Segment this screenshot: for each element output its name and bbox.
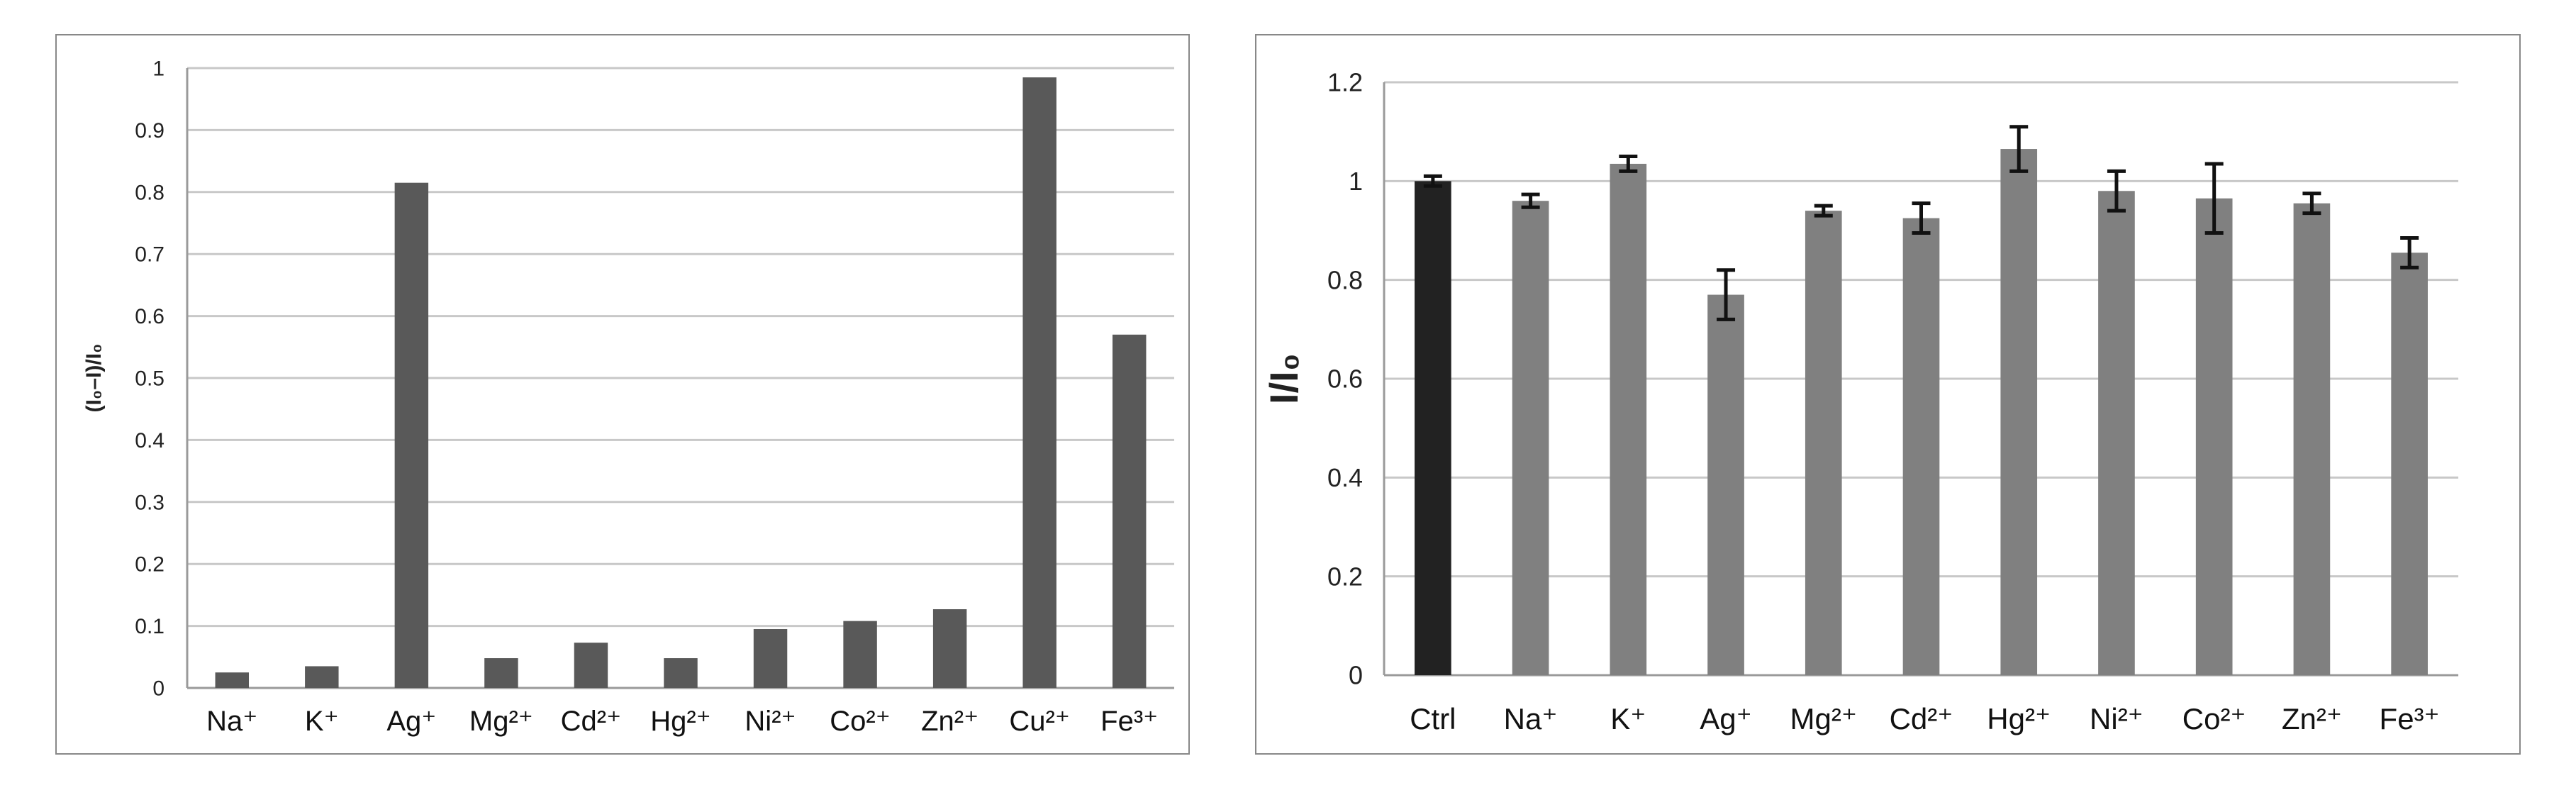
chart-panel-right: 0 0.2 0.4 0.6 0.8 1 1.2 I/I₀ Ctrl Na⁺ K⁺ Ag⁺ Mg²⁺ Cd²…	[1255, 34, 2521, 755]
bar	[574, 643, 608, 688]
y-tick-label: 0.8	[135, 181, 165, 204]
bar	[1707, 294, 1744, 676]
bar	[394, 182, 429, 688]
bar	[932, 609, 967, 688]
chart-left: 0 0.1 0.2 0.3 0.4 0.5 0.6 0.7 0.8 0.9 1 (I₀–I)/I₀ Na…	[82, 57, 1174, 737]
y-tick-label: 1.2	[1327, 68, 1363, 97]
y-tick-label: 0.7	[135, 243, 165, 267]
chart-panel-left: 0 0.1 0.2 0.3 0.4 0.5 0.6 0.7 0.8 0.9 1 (I₀–I)/I₀ Na…	[55, 34, 1190, 755]
x-category-label: Na⁺	[206, 706, 257, 737]
y-tick-label: 0.6	[1327, 365, 1363, 394]
y-tick-label: 0.2	[135, 553, 165, 577]
y-tick-label: 0.5	[135, 367, 165, 391]
x-category-label: Hg²⁺	[1987, 702, 2051, 735]
bar	[1512, 201, 1549, 675]
bar	[2391, 252, 2428, 676]
x-category-label: Co²⁺	[830, 706, 891, 737]
x-category-label: K⁺	[1610, 702, 1646, 735]
x-category-label: Cd²⁺	[561, 706, 622, 737]
x-category-label: Ctrl	[1410, 702, 1456, 735]
x-category-label: Ag⁺	[1700, 702, 1752, 735]
y-axis-label: I/I₀	[1261, 353, 1306, 404]
x-category-label: Na⁺	[1504, 702, 1558, 735]
x-category-label: K⁺	[305, 706, 339, 737]
y-tick-label: 0.1	[135, 615, 165, 638]
bar	[753, 628, 788, 688]
bar	[484, 658, 518, 688]
bar	[2195, 198, 2233, 675]
bar	[1805, 211, 1842, 676]
bar	[1902, 218, 1940, 675]
y-tick-label: 1	[1349, 167, 1363, 196]
x-category-label: Co²⁺	[2182, 702, 2246, 735]
x-category-label: Zn²⁺	[2282, 702, 2342, 735]
bar	[2293, 203, 2331, 675]
y-tick-label: 0.3	[135, 491, 165, 514]
chart-right: 0 0.2 0.4 0.6 0.8 1 1.2 I/I₀ Ctrl Na⁺ K⁺ Ag⁺ Mg²⁺ Cd²…	[1261, 68, 2458, 735]
bar	[2000, 149, 2038, 676]
y-tick-label: 0.6	[135, 305, 165, 328]
x-category-label: Ni²⁺	[745, 706, 796, 737]
bar	[664, 658, 698, 688]
y-tick-label: 0.8	[1327, 265, 1363, 294]
x-category-label: Ni²⁺	[2090, 702, 2143, 735]
y-tick-label: 0	[1349, 661, 1363, 690]
bar	[1022, 77, 1056, 689]
bar	[215, 672, 249, 688]
y-tick-label: 0.4	[135, 429, 165, 452]
bar	[2098, 191, 2135, 675]
y-tick-label: 0	[152, 677, 165, 701]
y-tick-label: 1	[152, 57, 165, 81]
x-category-label: Fe³⁺	[1100, 706, 1158, 737]
y-tick-label: 0.4	[1327, 463, 1363, 492]
x-category-label: Ag⁺	[386, 706, 436, 737]
x-category-label: Hg²⁺	[650, 706, 711, 737]
x-category-label: Mg²⁺	[1790, 702, 1858, 735]
x-category-label: Cd²⁺	[1890, 702, 1953, 735]
y-axis-label: (I₀–I)/I₀	[82, 343, 106, 412]
bar	[305, 666, 339, 688]
x-category-label: Zn²⁺	[921, 706, 978, 737]
y-tick-label: 0.9	[135, 119, 165, 143]
x-category-label: Cu²⁺	[1009, 706, 1070, 737]
bar	[1610, 163, 1647, 675]
y-tick-label: 0.2	[1327, 562, 1363, 591]
x-category-label: Fe³⁺	[2380, 702, 2440, 735]
bar	[1113, 334, 1147, 688]
x-category-label: Mg²⁺	[469, 706, 533, 737]
bar	[843, 621, 877, 688]
bar	[1415, 181, 1451, 676]
